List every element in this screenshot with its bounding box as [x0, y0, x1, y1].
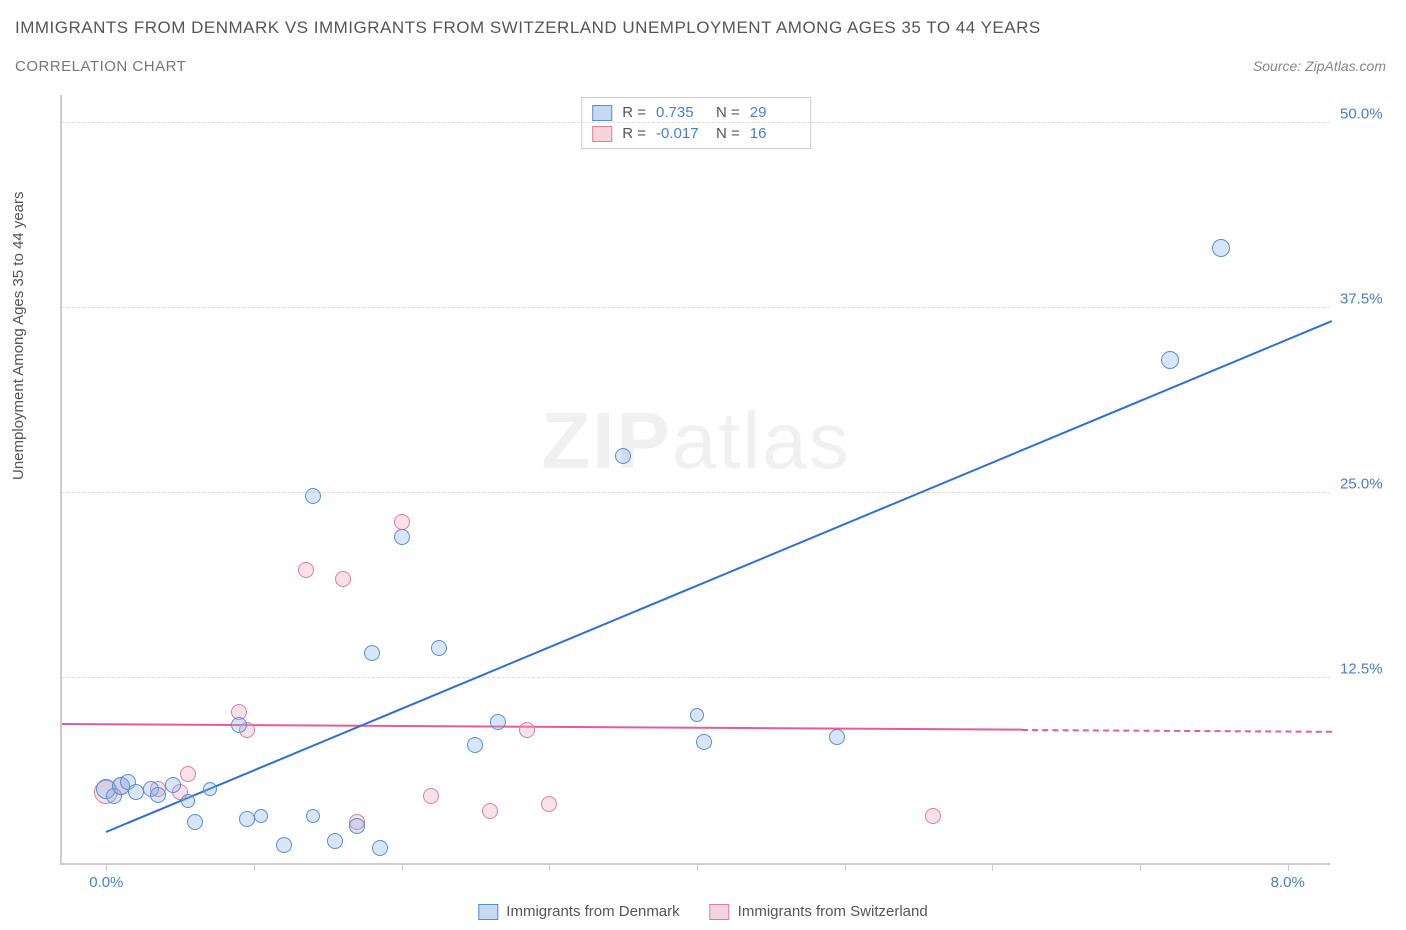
- trend-line: [106, 321, 1332, 834]
- data-point-switzerland: [541, 796, 557, 812]
- data-point-denmark: [372, 840, 388, 856]
- swatch-denmark-icon: [478, 904, 498, 920]
- swatch-denmark: [592, 105, 612, 121]
- data-point-denmark: [231, 717, 247, 733]
- data-point-denmark: [306, 809, 320, 823]
- data-point-denmark: [696, 734, 712, 750]
- data-point-denmark: [254, 809, 268, 823]
- trend-line-extrapolated: [1022, 729, 1332, 733]
- switzerland-n-value: 16: [750, 125, 800, 142]
- y-tick-label: 12.5%: [1340, 660, 1400, 677]
- chart-subtitle: CORRELATION CHART: [15, 58, 186, 75]
- data-point-denmark: [690, 708, 704, 722]
- data-point-denmark: [327, 833, 343, 849]
- switzerland-r-value: -0.017: [656, 125, 706, 142]
- x-tick-label: 0.0%: [89, 874, 123, 891]
- data-point-denmark: [349, 818, 365, 834]
- denmark-r-value: 0.735: [656, 104, 706, 121]
- swatch-switzerland: [592, 126, 612, 142]
- data-point-denmark: [150, 787, 166, 803]
- data-point-denmark: [615, 448, 631, 464]
- data-point-switzerland: [298, 562, 314, 578]
- data-point-switzerland: [482, 803, 498, 819]
- trend-line: [62, 723, 1022, 731]
- data-point-switzerland: [335, 571, 351, 587]
- correlation-legend: R = 0.735 N = 29 R = -0.017 N = 16: [581, 97, 811, 149]
- data-point-denmark: [829, 729, 845, 745]
- swatch-switzerland-icon: [710, 904, 730, 920]
- denmark-n-value: 29: [750, 104, 800, 121]
- source-attribution: Source: ZipAtlas.com: [1253, 58, 1386, 74]
- legend-label-denmark: Immigrants from Denmark: [506, 903, 679, 920]
- data-point-denmark: [1161, 351, 1179, 369]
- legend-row-denmark: R = 0.735 N = 29: [592, 102, 800, 123]
- plot-area: ZIPatlas R = 0.735 N = 29 R = -0.017 N =…: [60, 95, 1330, 865]
- data-point-switzerland: [423, 788, 439, 804]
- data-point-denmark: [431, 640, 447, 656]
- legend-item-switzerland: Immigrants from Switzerland: [710, 903, 928, 920]
- y-tick-label: 25.0%: [1340, 475, 1400, 492]
- legend-item-denmark: Immigrants from Denmark: [478, 903, 679, 920]
- data-point-denmark: [165, 777, 181, 793]
- data-point-switzerland: [180, 766, 196, 782]
- data-point-denmark: [181, 794, 195, 808]
- data-point-switzerland: [519, 722, 535, 738]
- data-point-denmark: [128, 784, 144, 800]
- chart-title: IMMIGRANTS FROM DENMARK VS IMMIGRANTS FR…: [15, 18, 1041, 38]
- watermark: ZIPatlas: [541, 395, 850, 487]
- data-point-denmark: [187, 814, 203, 830]
- data-point-switzerland: [394, 514, 410, 530]
- y-axis-label: Unemployment Among Ages 35 to 44 years: [10, 191, 27, 480]
- data-point-denmark: [490, 714, 506, 730]
- y-tick-label: 37.5%: [1340, 290, 1400, 307]
- data-point-denmark: [364, 645, 380, 661]
- data-point-denmark: [394, 529, 410, 545]
- legend-row-switzerland: R = -0.017 N = 16: [592, 123, 800, 144]
- y-tick-label: 50.0%: [1340, 105, 1400, 122]
- data-point-switzerland: [925, 808, 941, 824]
- chart-container: IMMIGRANTS FROM DENMARK VS IMMIGRANTS FR…: [0, 0, 1406, 930]
- data-point-denmark: [305, 488, 321, 504]
- data-point-denmark: [1212, 239, 1230, 257]
- data-point-denmark: [203, 782, 217, 796]
- series-legend: Immigrants from Denmark Immigrants from …: [478, 903, 927, 920]
- data-point-denmark: [467, 737, 483, 753]
- legend-label-switzerland: Immigrants from Switzerland: [738, 903, 928, 920]
- data-point-denmark: [239, 811, 255, 827]
- x-tick-label: 8.0%: [1271, 874, 1305, 891]
- data-point-denmark: [276, 837, 292, 853]
